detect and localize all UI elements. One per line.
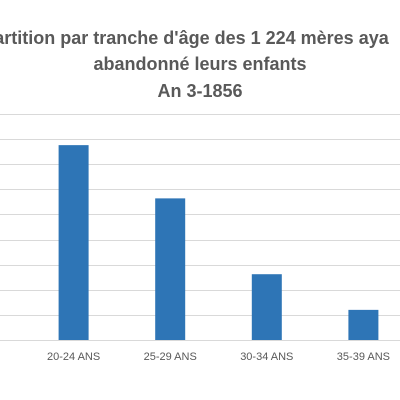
bars xyxy=(58,145,379,340)
x-tick-label: 30-34 ANS xyxy=(240,351,293,363)
bar-30-34-ans xyxy=(251,274,282,340)
chart-title-line-2: abandonné leurs enfants xyxy=(93,54,306,74)
x-tick-label: 25-29 ANS xyxy=(144,351,197,363)
bar-20-24-ans xyxy=(58,145,89,340)
bar-25-29-ans xyxy=(155,198,186,340)
bar-35-39-ans xyxy=(348,309,379,340)
x-tick-label: 35-39 ANS xyxy=(337,351,390,363)
chart-title: partition par tranche d'âge des 1 224 mè… xyxy=(0,28,390,101)
chart-title-line-1: partition par tranche d'âge des 1 224 mè… xyxy=(0,28,390,48)
x-tick-label: 20-24 ANS xyxy=(47,351,100,363)
chart-title-line-3: An 3-1856 xyxy=(157,81,242,101)
